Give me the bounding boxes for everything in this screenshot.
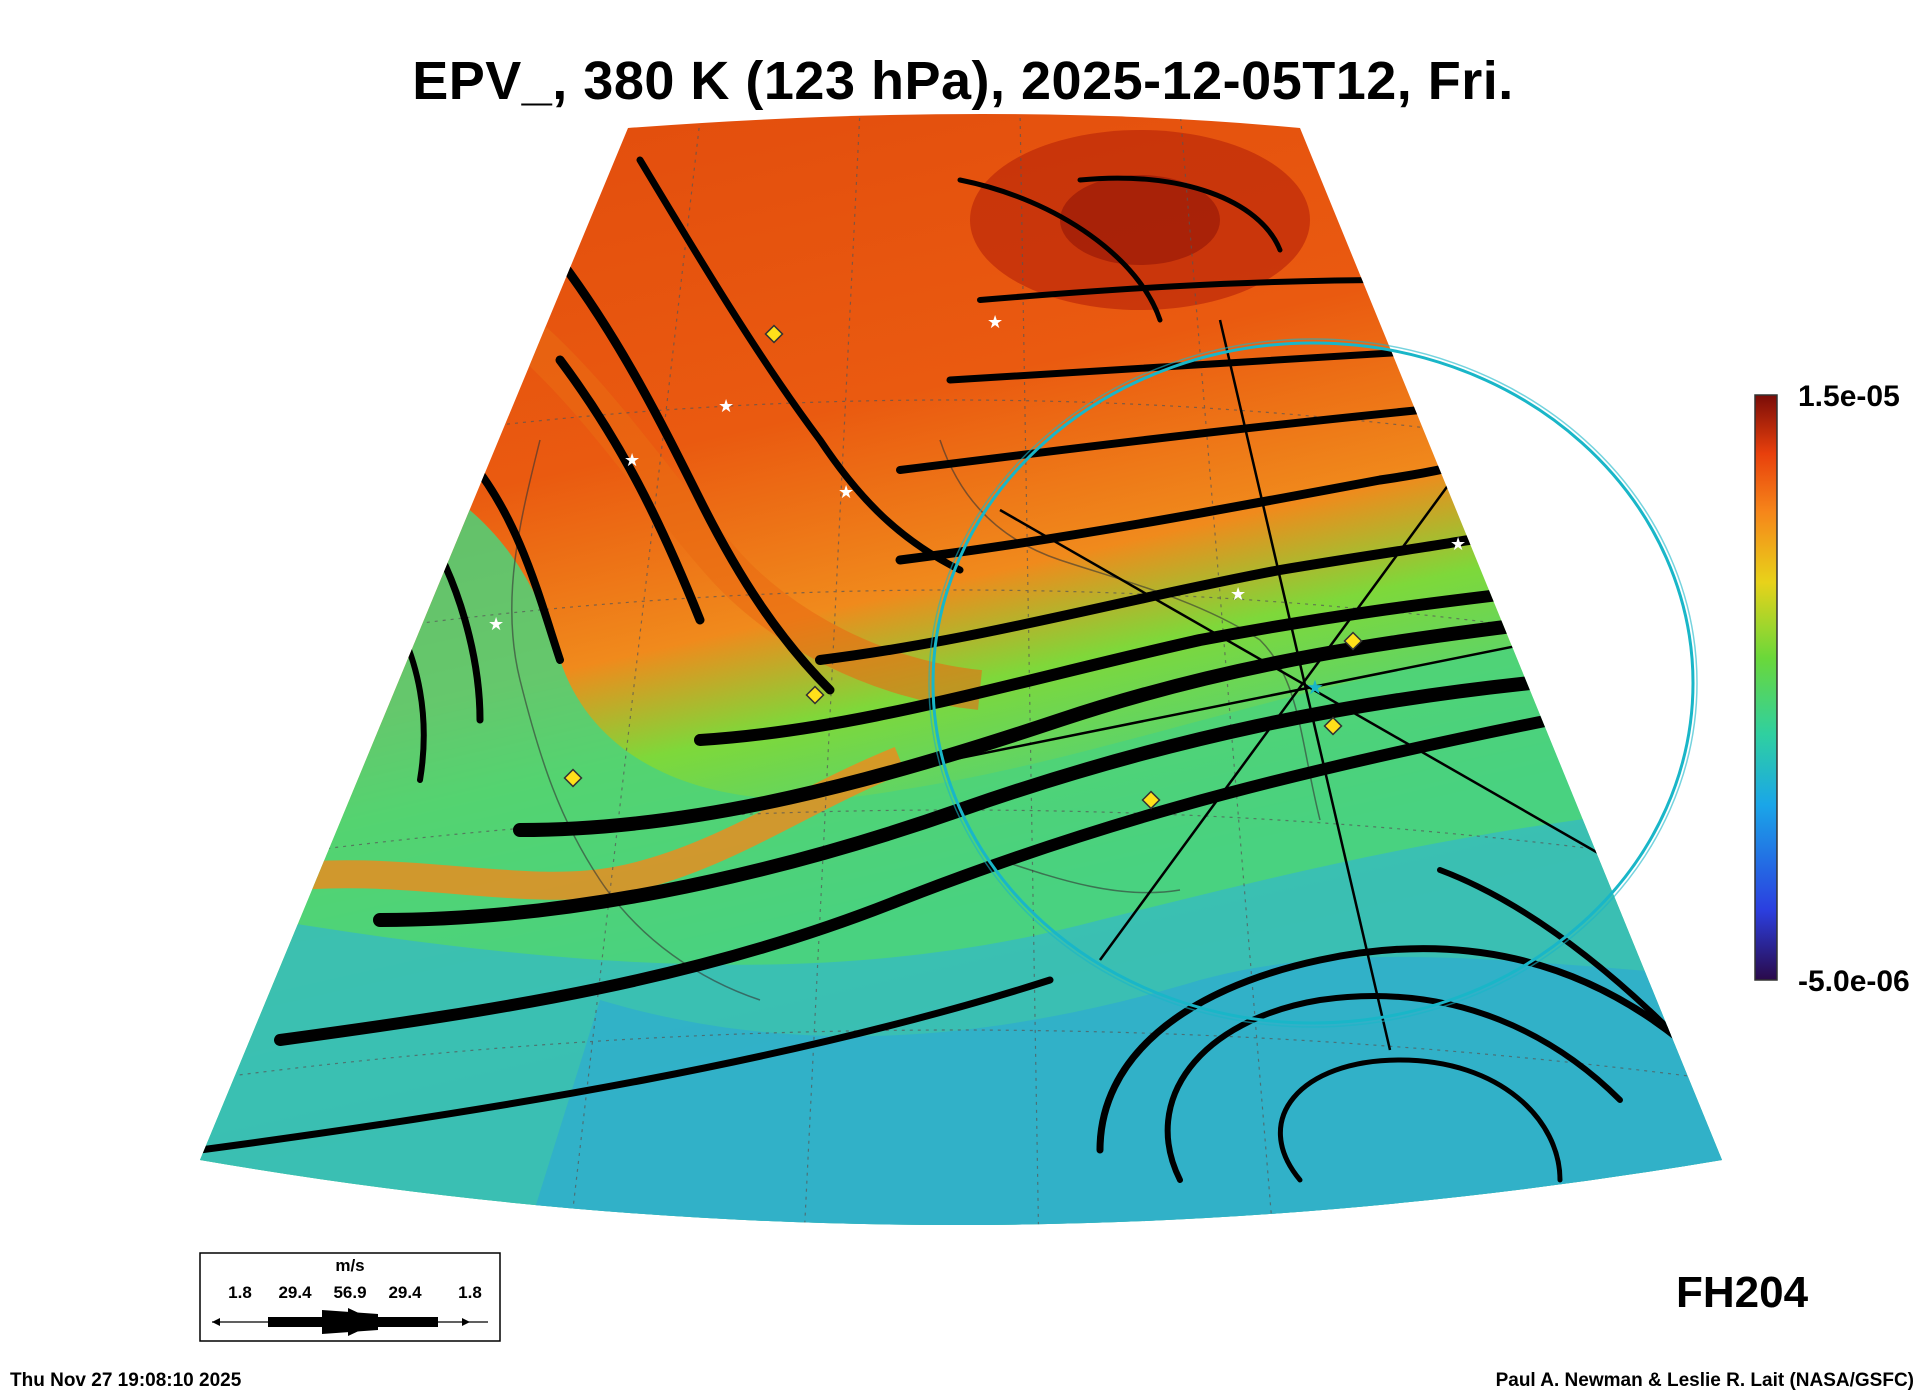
svg-text:★: ★ <box>718 396 734 417</box>
map-title: EPV_, 380 K (123 hPa), 2025-12-05T12, Fr… <box>412 51 1514 111</box>
credit-line: Paul A. Newman & Leslie R. Lait (NASA/GS… <box>1495 1370 1914 1391</box>
svg-text:★: ★ <box>838 482 854 503</box>
wind-key-value-1: 1.8 <box>228 1283 252 1302</box>
diamond-markers <box>563 324 1363 810</box>
wind-key-value-4: 29.4 <box>388 1283 422 1302</box>
focus-circle <box>931 341 1695 1025</box>
pv-field: ★ ★ ★ ★ ★ ★ ★ <box>200 114 1722 1225</box>
forecast-hour-label: FH204 <box>1676 1268 1809 1317</box>
wind-key-units: m/s <box>335 1256 365 1275</box>
svg-text:★: ★ <box>987 312 1003 333</box>
svg-text:★: ★ <box>1450 534 1466 555</box>
colorbar-max-label: 1.5e-05 <box>1798 380 1900 413</box>
wind-key-value-2: 29.4 <box>278 1283 312 1302</box>
svg-text:★: ★ <box>624 450 640 471</box>
colorbar-min-label: -5.0e-06 <box>1798 965 1910 998</box>
star-markers: ★ ★ ★ ★ ★ ★ ★ <box>488 312 1466 635</box>
svg-text:★: ★ <box>1306 675 1324 699</box>
wind-key-value-5: 1.8 <box>458 1283 482 1302</box>
svg-text:★: ★ <box>1230 584 1246 605</box>
colorbar <box>1754 394 1778 981</box>
svg-text:★: ★ <box>488 614 504 635</box>
wind-key-value-3: 56.9 <box>333 1283 367 1302</box>
wind-key <box>199 1252 501 1342</box>
timestamp: Thu Nov 27 19:08:10 2025 <box>10 1370 242 1391</box>
